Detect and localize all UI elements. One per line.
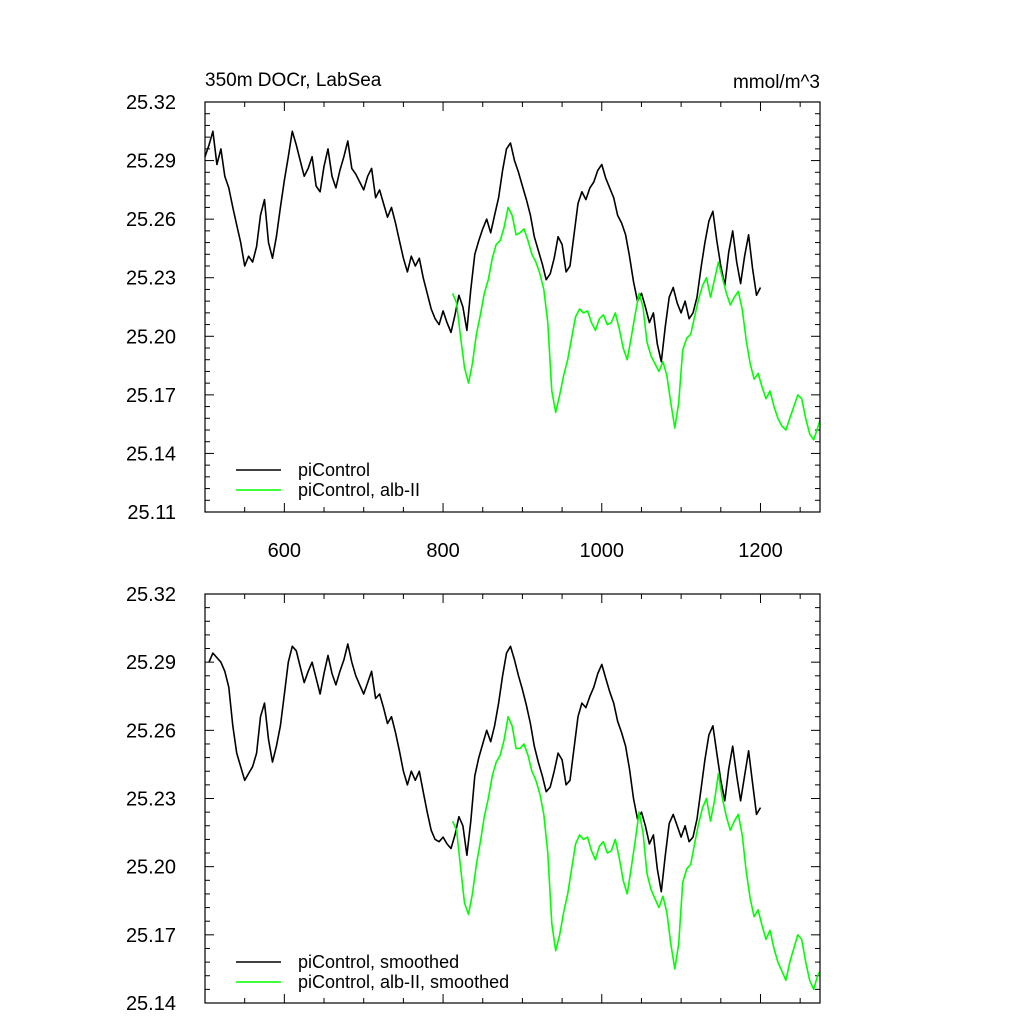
top-series-line-picontrol [204, 130, 762, 363]
legend-label-picontrol-smoothed: piControl, smoothed [298, 952, 459, 972]
top-xtick-label: 600 [268, 540, 301, 562]
bottom-ytick-label: 25.17 [126, 925, 176, 947]
top-xtick-label: 1200 [738, 540, 783, 562]
bottom-series-line-picontrol [208, 643, 762, 893]
top-ytick-label: 25.23 [126, 268, 176, 290]
bottom-ytick-label: 25.14 [126, 993, 176, 1015]
bottom-panel-frame [204, 593, 821, 1004]
bottom-ytick-label: 25.32 [126, 584, 176, 606]
bottom-ytick-label: 25.26 [126, 720, 176, 742]
top-series-line-alb-ii [451, 206, 821, 441]
top-ytick-label: 25.14 [126, 443, 176, 465]
top-panel-series [204, 130, 821, 441]
top-panel-frame [204, 101, 821, 513]
top-panel-ticks: 25.11 25.14 25.17 25.20 25.23 25.26 25.29 25.32… [126, 92, 820, 562]
top-ytick-label: 25.26 [126, 209, 176, 231]
top-panel-legend: piControl piControl, alb-II [236, 460, 420, 500]
bottom-ytick-label: 25.20 [126, 857, 176, 879]
top-ytick-label: 25.32 [126, 92, 176, 114]
bottom-series-line-alb-ii [451, 715, 821, 991]
top-ytick-label: 25.20 [126, 326, 176, 348]
bottom-ytick-label: 25.23 [126, 789, 176, 811]
legend-label-alb: piControl, alb-II [298, 480, 420, 500]
top-ytick-label: 25.11 [127, 502, 176, 524]
top-xtick-label: 800 [426, 540, 459, 562]
top-panel-title: 350m DOCr, LabSea [205, 70, 382, 91]
bottom-panel: 25.14 25.17 25.20 25.23 25.26 25.29 25.32 piCo… [126, 584, 821, 1015]
bottom-ytick-label: 25.29 [126, 652, 176, 674]
top-panel: 350m DOCr, LabSea mmol/m^3 25.1125.1425.… [126, 70, 821, 562]
bottom-panel-legend: piControl, smoothed piControl, alb-II, s… [236, 952, 509, 992]
top-ytick-label: 25.29 [126, 151, 176, 173]
top-panel-units: mmol/m^3 [733, 72, 820, 93]
legend-label-picontrol: piControl [298, 460, 370, 480]
top-xtick-label: 1000 [580, 540, 625, 562]
bottom-panel-ticks: 25.14 25.17 25.20 25.23 25.26 25.29 25.32 [126, 584, 820, 1015]
bottom-panel-series [208, 643, 821, 991]
legend-label-alb-smoothed: piControl, alb-II, smoothed [298, 972, 509, 992]
top-ytick-label: 25.17 [126, 385, 176, 407]
